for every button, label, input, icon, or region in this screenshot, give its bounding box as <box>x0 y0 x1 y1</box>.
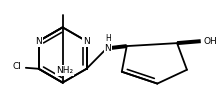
Text: N: N <box>83 37 90 46</box>
Text: N: N <box>35 37 42 46</box>
Text: OH: OH <box>204 37 218 46</box>
Text: Cl: Cl <box>12 62 21 71</box>
Text: N: N <box>105 44 111 53</box>
Text: H: H <box>105 34 111 43</box>
Text: NH₂: NH₂ <box>56 66 73 75</box>
